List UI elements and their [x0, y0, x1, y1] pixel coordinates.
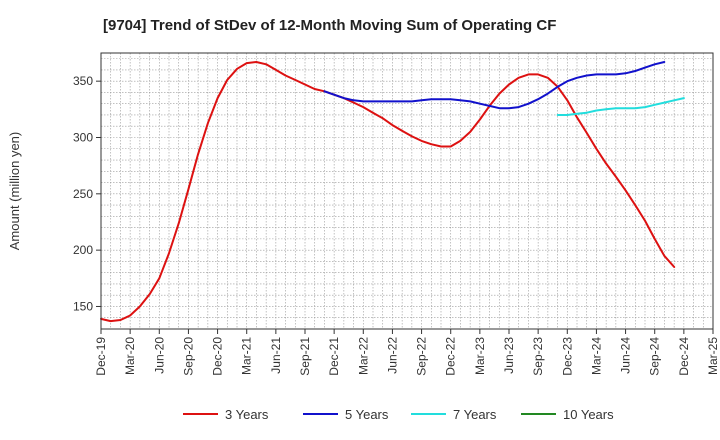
chart-title: [9704] Trend of StDev of 12-Month Moving…: [103, 17, 556, 34]
legend: 3 Years 5 Years 7 Years 10 Years: [183, 407, 614, 422]
x-tick-label: Mar-25: [706, 337, 720, 375]
x-tick-label: Dec-20: [211, 337, 225, 376]
x-tick-layer: Dec-19 Mar-20 Jun-20 Sep-20 Dec-20 Mar-21 Jun-…: [94, 329, 720, 376]
y-tick-layer: 150 200 250 300 350: [73, 74, 101, 313]
x-tick-label: Sep-22: [415, 337, 429, 376]
x-tick-label: Dec-24: [677, 337, 691, 376]
x-tick-label: Mar-23: [473, 337, 487, 375]
y-axis-label: Amount (million yen): [7, 132, 22, 251]
x-tick-label: Jun-21: [269, 337, 283, 374]
x-tick-label: Jun-22: [385, 337, 399, 374]
y-tick-label: 250: [73, 187, 93, 201]
series-layer: [100, 61, 685, 323]
x-tick-label: Dec-21: [327, 337, 341, 376]
plot-frame: [100, 52, 714, 330]
legend-label: 3 Years: [225, 407, 269, 422]
x-tick-label: Sep-21: [298, 337, 312, 376]
series-line-3-years: [100, 61, 676, 323]
x-tick-label: Jun-24: [619, 337, 633, 374]
y-tick-label: 150: [73, 299, 93, 313]
y-tick-label: 300: [73, 130, 93, 144]
x-tick-label: Sep-20: [181, 337, 195, 376]
x-tick-label: Mar-22: [356, 337, 370, 375]
legend-label: 5 Years: [345, 407, 389, 422]
x-tick-label: Mar-24: [589, 337, 603, 375]
legend-label: 7 Years: [453, 407, 497, 422]
legend-label: 10 Years: [563, 407, 614, 422]
x-tick-label: Dec-23: [560, 337, 574, 376]
x-tick-label: Sep-23: [531, 337, 545, 376]
series-line-7-years: [556, 97, 685, 116]
x-tick-label: Mar-21: [240, 337, 254, 375]
series-line-5-years: [323, 61, 666, 110]
x-tick-label: Mar-20: [123, 337, 137, 375]
y-tick-label: 200: [73, 243, 93, 257]
x-tick-label: Jun-20: [152, 337, 166, 374]
x-tick-label: Dec-19: [94, 337, 108, 376]
x-tick-label: Dec-22: [444, 337, 458, 376]
x-tick-label: Jun-23: [502, 337, 516, 374]
grid-layer: [101, 53, 713, 329]
x-tick-label: Sep-24: [648, 337, 662, 376]
y-tick-label: 350: [73, 74, 93, 88]
